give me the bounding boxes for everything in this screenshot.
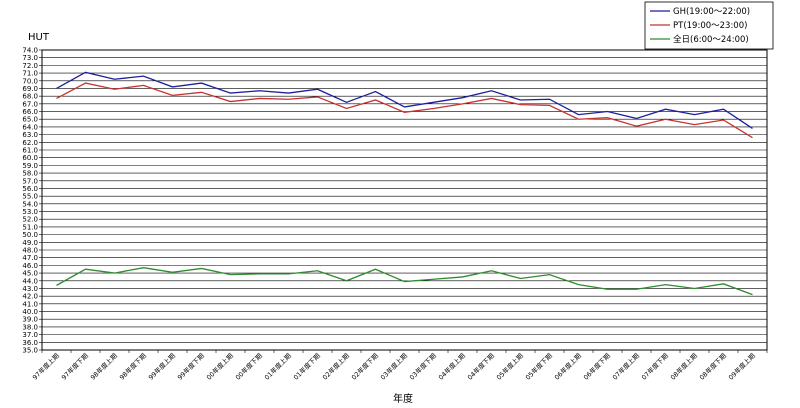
- grid-lines: [42, 49, 767, 351]
- y-tick-label: 48.0: [22, 247, 38, 255]
- y-tick-label: 35.0: [22, 347, 38, 355]
- legend-label: 全日(6:00～24:00): [673, 34, 749, 45]
- y-tick-label: 62.0: [22, 139, 38, 147]
- x-tick-label: 99年度下期: [175, 351, 206, 382]
- y-tick-label: 66.0: [22, 108, 38, 116]
- y-tick-label: 68.0: [22, 93, 38, 101]
- y-tick-label: 42.0: [22, 293, 38, 301]
- y-tick-label: 45.0: [22, 270, 38, 278]
- y-tick-label: 53.0: [22, 208, 38, 216]
- y-tick-label: 71.0: [22, 70, 38, 78]
- x-tick-label: 04年度下期: [465, 351, 496, 382]
- y-tick-label: 51.0: [22, 223, 38, 231]
- x-tick-label: 01年度上期: [262, 351, 293, 382]
- y-tick-label: 60.0: [22, 154, 38, 162]
- series-line-1: [56, 71, 753, 130]
- y-tick-label: 54.0: [22, 200, 38, 208]
- x-tick-label: 04年度上期: [436, 351, 467, 382]
- series-line-2: [56, 82, 753, 139]
- y-tick-label: 67.0: [22, 100, 38, 108]
- y-tick-label: 49.0: [22, 239, 38, 247]
- y-tick-label: 59.0: [22, 162, 38, 170]
- plot-area-border: [41, 49, 768, 351]
- y-tick-label: 52.0: [22, 216, 38, 224]
- x-tick-label: 01年度下期: [291, 351, 322, 382]
- y-tick-label: 39.0: [22, 316, 38, 324]
- y-tick-label: 38.0: [22, 323, 38, 331]
- y-tick-label: 63.0: [22, 131, 38, 139]
- legend-label: PT(19:00～23:00): [673, 21, 747, 31]
- series-lines: [56, 71, 753, 296]
- y-tick-label: 72.0: [22, 62, 38, 70]
- y-tick-label: 55.0: [22, 193, 38, 201]
- x-tick-label: 03年度上期: [378, 351, 409, 382]
- legend-label: GH(19:00～22:00): [673, 7, 750, 17]
- x-tick-label: 05年度上期: [494, 351, 525, 382]
- x-axis-title: 年度: [393, 392, 413, 405]
- y-tick-label: 40.0: [22, 308, 38, 316]
- x-tick-label: 06年度上期: [552, 351, 583, 382]
- x-tick-label: 06年度下期: [581, 351, 612, 382]
- x-tick-label: 97年度上期: [30, 351, 61, 382]
- x-tick-label: 98年度上期: [88, 351, 119, 382]
- x-tick-label: 03年度下期: [407, 351, 438, 382]
- y-tick-label: 74.0: [22, 47, 38, 55]
- y-tick-label: 37.0: [22, 331, 38, 339]
- y-tick-label: 61.0: [22, 147, 38, 155]
- y-tick-label: 47.0: [22, 254, 38, 262]
- legend: GH(19:00～22:00) PT(19:00～23:00) 全日(6:00～24…: [644, 1, 774, 50]
- y-tick-label: 70.0: [22, 77, 38, 85]
- y-tick-label: 43.0: [22, 285, 38, 293]
- y-axis-title: HUT: [28, 32, 50, 43]
- x-tick-label: 00年度下期: [233, 351, 264, 382]
- y-tick-label: 46.0: [22, 262, 38, 270]
- y-tick-label: 57.0: [22, 177, 38, 185]
- y-tick-label: 56.0: [22, 185, 38, 193]
- x-tick-label: 09年度上期: [726, 351, 757, 382]
- x-tick-label: 08年度下期: [697, 351, 728, 382]
- x-axis-ticks: 97年度上期 97年度下期 98年度上期 98年度下期 99年度上期 99年度下期 00年度…: [30, 350, 768, 382]
- x-tick-label: 07年度上期: [610, 351, 641, 382]
- y-tick-label: 41.0: [22, 300, 38, 308]
- y-axis-ticks: 35.036.037.038.039.040.041.042.043.044.0…: [22, 47, 42, 355]
- x-tick-label: 00年度上期: [204, 351, 235, 382]
- y-tick-label: 58.0: [22, 170, 38, 178]
- x-tick-label: 02年度上期: [320, 351, 351, 382]
- y-tick-label: 36.0: [22, 339, 38, 347]
- x-tick-label: 07年度下期: [639, 351, 670, 382]
- x-tick-label: 97年度下期: [59, 351, 90, 382]
- y-tick-label: 65.0: [22, 116, 38, 124]
- x-tick-label: 05年度下期: [523, 351, 554, 382]
- y-tick-label: 50.0: [22, 231, 38, 239]
- y-tick-label: 44.0: [22, 277, 38, 285]
- x-tick-label: 02年度下期: [349, 351, 380, 382]
- x-tick-label: 99年度上期: [146, 351, 177, 382]
- y-tick-label: 64.0: [22, 123, 38, 131]
- y-tick-label: 69.0: [22, 85, 38, 93]
- series-line-3: [56, 267, 753, 296]
- y-tick-label: 73.0: [22, 54, 38, 62]
- x-tick-label: 08年度上期: [668, 351, 699, 382]
- x-tick-label: 98年度下期: [117, 351, 148, 382]
